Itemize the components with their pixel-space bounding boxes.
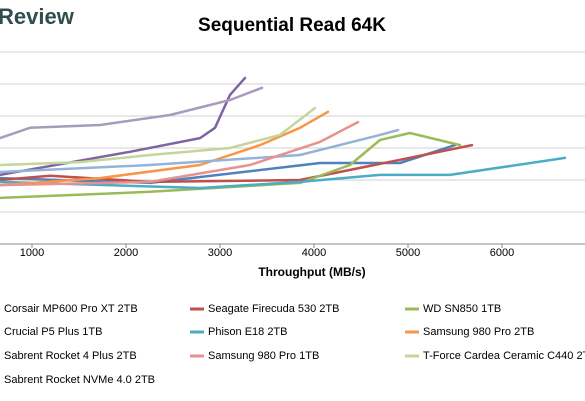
series-line — [0, 76, 247, 177]
x-tick-label: 3000 — [208, 247, 232, 259]
x-tick-label: 6000 — [490, 247, 514, 259]
legend-label: Sabrent Rocket NVMe 4.0 2TB — [4, 374, 155, 386]
legend-label: Samsung 980 Pro 2TB — [423, 326, 534, 338]
series-line — [0, 128, 400, 174]
x-tick-label: 5000 — [396, 247, 420, 259]
legend-label: Corsair MP600 Pro XT 2TB — [4, 303, 138, 315]
legend-label: Phison E18 2TB — [208, 326, 288, 338]
x-tick-label: 2000 — [114, 247, 138, 259]
legend-label: Sabrent Rocket 4 Plus 2TB — [4, 350, 137, 362]
x-tick-label: 4000 — [302, 247, 326, 259]
series-line — [0, 106, 317, 167]
series-line — [0, 86, 264, 140]
series-line — [0, 156, 567, 190]
legend-label: Samsung 980 Pro 1TB — [208, 350, 319, 362]
legend-label: Crucial P5 Plus 1TB — [4, 326, 102, 338]
series-line — [0, 120, 360, 187]
chart-title: Sequential Read 64K — [198, 15, 386, 36]
series-line — [0, 131, 462, 200]
x-axis-title: Throughput (MB/s) — [258, 265, 365, 279]
series-line — [0, 110, 330, 187]
legend-label: WD SN850 1TB — [423, 303, 501, 315]
legend-label: Seagate Firecuda 530 2TB — [208, 303, 339, 315]
series-line — [0, 143, 474, 184]
x-tick-label: 1000 — [20, 247, 44, 259]
brand: Review — [0, 4, 75, 29]
legend-label: T-Force Cardea Ceramic C440 2TB — [423, 350, 585, 362]
